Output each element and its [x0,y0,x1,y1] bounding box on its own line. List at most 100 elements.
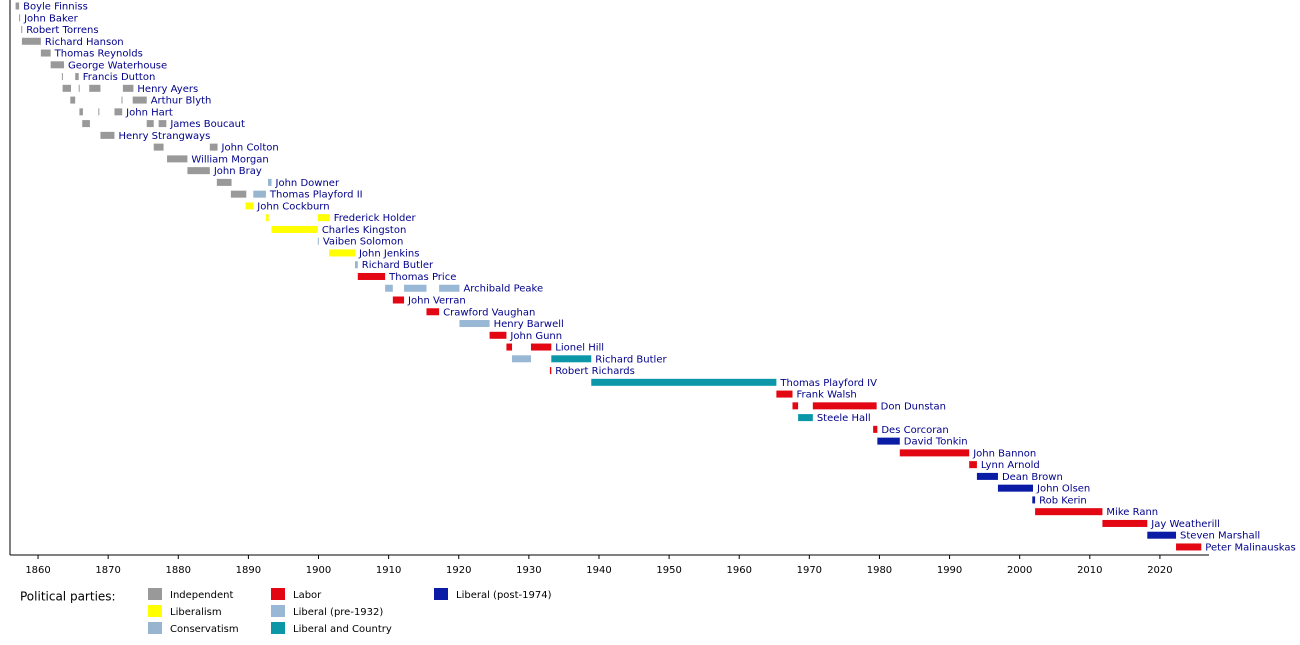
term-bar [489,331,507,339]
term-bar [873,425,878,433]
term-bar [439,284,460,292]
premier-label: Steven Marshall [1180,531,1260,542]
premier-label: John Colton [221,143,279,154]
term-bar [1035,508,1103,516]
term-bar [61,73,63,81]
x-tick-label: 1860 [25,565,50,576]
premier-label: Arthur Blyth [151,96,212,107]
term-bar [265,214,269,222]
x-tick-label: 1880 [166,565,191,576]
term-bar [268,178,272,186]
premier-label: Lionel Hill [555,343,604,354]
premier-label: Thomas Reynolds [54,49,143,60]
term-bar [98,108,100,116]
premier-label: Henry Ayers [137,84,198,95]
premier-label: David Tonkin [904,437,968,448]
premier-label: Henry Barwell [494,319,564,330]
premier-label: John Jenkins [358,248,419,259]
term-bar [1147,531,1177,539]
legend-label: Labor [293,590,322,601]
term-bar [114,108,123,116]
premier-label: Don Dunstan [881,401,946,412]
premier-label: Frederick Holder [334,213,417,224]
term-bar [122,84,134,92]
term-bar [877,437,900,445]
legend-label: Liberalism [170,607,222,618]
premier-label: Jay Weatherill [1150,519,1220,530]
x-tick-label: 1990 [937,565,962,576]
legend-swatch [148,605,162,617]
term-bar [549,367,552,375]
premier-label: Vaiben Solomon [323,237,404,248]
term-bar [976,472,998,480]
term-bar [1102,519,1148,527]
x-tick-label: 1870 [95,565,120,576]
premier-label: John Verran [407,296,466,307]
term-bar [21,37,41,45]
term-bar [79,108,83,116]
premier-label: John Baker [23,13,78,24]
term-bar [89,84,101,92]
term-bar [82,120,90,128]
term-bar [776,390,793,398]
premier-label: Crawford Vaughan [443,307,535,318]
x-tick-label: 1910 [376,565,401,576]
term-bar [997,484,1034,492]
legend-label: Liberal and Country [293,624,392,635]
term-bar [21,26,23,34]
x-tick-label: 1950 [656,565,681,576]
legend-label: Liberal (post-1974) [456,590,552,601]
premier-label: George Waterhouse [68,60,167,71]
term-bar [100,131,115,139]
term-bar [70,96,76,104]
legend-swatch [434,588,448,600]
term-bar [551,355,592,363]
legend-label: Liberal (pre-1932) [293,607,383,618]
term-bar [591,378,777,386]
premier-label: Peter Malinauskas [1205,542,1295,553]
premier-label: John Bannon [972,448,1036,459]
term-bar [158,120,167,128]
term-bar [459,320,490,328]
term-bar [253,190,266,198]
term-bar [317,237,319,245]
term-bar [19,14,21,22]
premier-label: Richard Hanson [45,37,124,48]
premier-label: John Cockburn [256,201,329,212]
premier-label: Lynn Arnold [981,460,1040,471]
term-bar [167,155,188,163]
term-bar [792,402,799,410]
legend-title: Political parties: [20,590,116,604]
premier-label: Thomas Price [388,272,456,283]
x-tick-label: 1970 [797,565,822,576]
term-bar [899,449,970,457]
x-tick-label: 1940 [586,565,611,576]
premier-label: Mike Rann [1106,507,1158,518]
x-tick-label: 2020 [1147,565,1172,576]
premier-label: James Boucaut [169,119,245,130]
premier-label: Des Corcoran [881,425,948,436]
term-bar [15,2,20,10]
term-bar [969,461,977,469]
term-bar [40,49,51,57]
x-tick-label: 1890 [236,565,261,576]
term-bar [530,343,552,351]
premier-label: John Hart [125,107,173,118]
term-bar [230,190,247,198]
term-bar [357,272,386,280]
premier-label: John Olsen [1036,484,1090,495]
premier-label: Archibald Peake [463,284,543,295]
term-bar [209,143,218,151]
term-bar [392,296,405,304]
term-bar [75,73,79,81]
legend-swatch [271,605,285,617]
legend-swatch [271,622,285,634]
premier-label: John Gunn [509,331,562,342]
premier-label: Dean Brown [1002,472,1063,483]
x-tick-label: 1960 [726,565,751,576]
term-bar [78,84,80,92]
term-bar [512,355,531,363]
term-bar [62,84,72,92]
x-tick-label: 1930 [516,565,541,576]
